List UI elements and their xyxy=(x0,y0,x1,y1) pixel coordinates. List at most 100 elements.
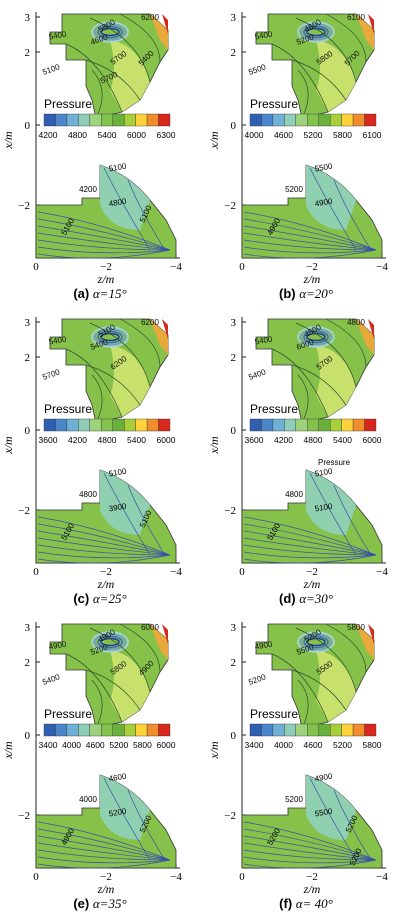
legend-swatch xyxy=(101,723,113,737)
streamline xyxy=(127,179,166,251)
y-tick-label: 3 xyxy=(25,12,31,24)
legend-swatch xyxy=(341,723,354,737)
legend-swatch xyxy=(261,723,274,737)
upper-contour-label: 6200 xyxy=(141,13,159,22)
panel-tag: (e) xyxy=(73,896,93,911)
vortex-ring xyxy=(303,25,329,39)
legend-swatch xyxy=(66,723,79,737)
streamline xyxy=(37,835,171,861)
panel-tag: (c) xyxy=(73,591,93,606)
legend-swatch xyxy=(135,418,148,432)
x-tick-label: 0 xyxy=(239,871,245,883)
streamline xyxy=(243,859,377,869)
legend-tick-label: 5400 xyxy=(127,435,146,445)
streamline xyxy=(243,211,377,251)
panel-caption: (b) α=20° xyxy=(279,286,333,301)
panel-angle: α=15° xyxy=(93,286,127,301)
x-axis-label: z/m xyxy=(97,272,115,286)
y-tick-label: 2 xyxy=(231,47,237,59)
streamline xyxy=(243,218,377,251)
legend-tick-label: 4800 xyxy=(304,435,323,445)
upper-contour-label: 5400 xyxy=(48,29,68,41)
y-axis-label: x/m xyxy=(1,131,15,150)
legend-tick-label: 3600 xyxy=(39,435,58,445)
upper-max-zone xyxy=(162,624,168,644)
contour-line xyxy=(119,318,161,368)
contour-line xyxy=(291,59,347,101)
y-tick-label: 3 xyxy=(25,317,31,329)
pressure-legend: Pressure 4200 4800 5400 6000 6300 xyxy=(39,97,176,140)
y-tick-label: −2 xyxy=(224,505,236,517)
legend-swatch xyxy=(261,113,274,127)
contour-line xyxy=(119,13,161,63)
lower-contour-label: 5500 xyxy=(314,161,334,173)
streamline xyxy=(37,828,171,861)
streamline xyxy=(243,551,377,559)
legend-swatch xyxy=(123,113,136,127)
streamline xyxy=(243,537,377,556)
legend-tick-label: 6000 xyxy=(157,740,176,750)
legend-swatch xyxy=(352,113,365,127)
streamline xyxy=(37,225,171,251)
lower-low-band xyxy=(306,165,356,230)
y-tick-label: −2 xyxy=(18,810,30,822)
streamline xyxy=(37,239,171,251)
upper-peak-zone xyxy=(150,319,168,355)
legend-swatch xyxy=(249,113,262,127)
contour-line xyxy=(91,374,103,424)
streamline xyxy=(243,849,377,861)
legend-swatch xyxy=(261,418,274,432)
vortex-ring xyxy=(91,326,129,348)
panel-f: 320−20 −2 −4x/mz/m490058005200550052005500… xyxy=(207,622,388,911)
streamline xyxy=(37,551,171,559)
streamline xyxy=(37,859,171,869)
vortex-ring xyxy=(91,21,129,43)
y-tick-label: −2 xyxy=(18,200,30,212)
legend-swatch xyxy=(55,418,68,432)
vortex-ring xyxy=(94,328,126,346)
axes: 3 2 0 −2 0 −2 −4 x/m z/m xyxy=(1,12,182,286)
panel-angle: α=35° xyxy=(93,896,127,911)
legend-tick-label: 6300 xyxy=(157,130,176,140)
legend-swatch xyxy=(352,723,365,737)
lower-low-band xyxy=(306,775,356,840)
panel-b: 3 2 0 −2 0 −2 −4 x/m z/m 5400 6100 4600 5200 5500 5800… xyxy=(207,12,388,301)
y-tick-label: 3 xyxy=(231,317,237,329)
y-tick-label: 2 xyxy=(25,47,31,59)
legend-swatch xyxy=(55,113,68,127)
legend-tick-label: 4000 xyxy=(245,130,264,140)
panel-e: 320−20 −2 −4x/mz/m490060004900520054005800… xyxy=(1,622,182,911)
x-tick-label: −4 xyxy=(170,566,182,578)
legend-swatch xyxy=(341,113,354,127)
contour-line xyxy=(89,627,151,693)
panel-caption: (f) α= 40° xyxy=(279,896,333,911)
streamline xyxy=(243,225,377,251)
panel-angle: α=30° xyxy=(299,591,333,606)
legend-swatch xyxy=(295,113,308,127)
legend-swatch xyxy=(329,418,342,432)
streamline xyxy=(37,537,171,556)
streamline xyxy=(37,249,171,259)
legend-title: Pressure xyxy=(44,97,92,111)
legend-tick-label: 4200 xyxy=(39,130,58,140)
legend-tick-label: 3400 xyxy=(39,740,58,750)
x-tick-label: −4 xyxy=(376,261,388,273)
upper-peak-zone xyxy=(356,14,374,50)
contour-line xyxy=(325,318,367,368)
upper-peak-zone xyxy=(356,319,374,355)
x-tick-label: −2 xyxy=(100,261,112,273)
y-axis-label: x/m xyxy=(207,131,221,150)
legend-tick-label: 5200 xyxy=(333,740,352,750)
upper-contour-label: 5400 xyxy=(254,334,274,346)
vortex-ring xyxy=(97,635,123,649)
upper-contour-label: 5800 xyxy=(347,623,365,632)
contour-line xyxy=(297,374,309,424)
contour-line xyxy=(271,653,329,723)
upper-contour-label: 5700 xyxy=(41,367,61,382)
contour-line xyxy=(89,17,151,83)
